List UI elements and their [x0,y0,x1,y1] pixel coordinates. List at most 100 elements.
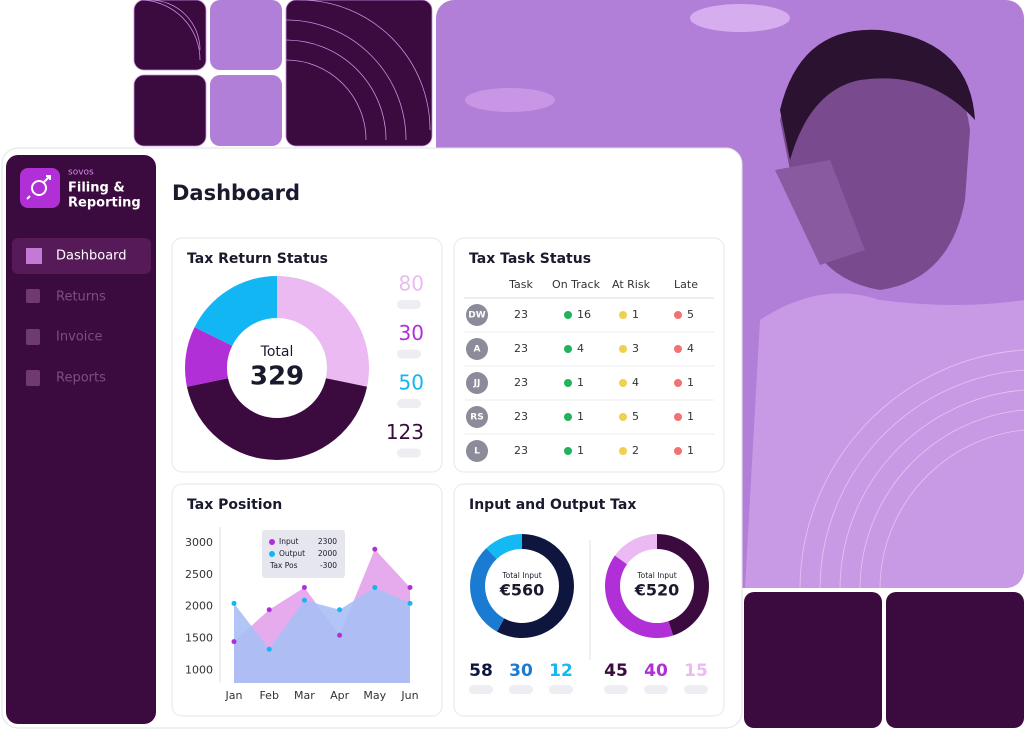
legend-value: 40 [644,661,668,681]
legend-value: 12 [549,661,573,681]
point [372,584,378,590]
cell: 23 [514,410,528,423]
avatar-initials: L [474,447,480,457]
brand-product: Filing & [68,181,125,196]
total-label: Total [260,344,294,360]
card-title: Tax Task Status [469,251,591,267]
avatar [466,440,488,462]
total-value: 329 [250,362,304,392]
legend-value: 58 [469,661,493,681]
legend-value: 30 [509,661,533,681]
logo [20,168,60,208]
cell: 1 [687,376,694,389]
nav-label[interactable]: Dashboard [56,249,127,264]
donut-segment [486,534,522,560]
nav-returns[interactable]: Returns [26,289,106,305]
cell: 23 [514,342,528,355]
x-tick-label: Feb [259,689,278,702]
nav-invoice[interactable]: Invoice [26,329,102,345]
cell: 23 [514,376,528,389]
tooltip-dot [269,551,275,557]
y-tick-label: 2500 [185,568,213,581]
column-header: At Risk [612,278,651,291]
status-dot [619,413,627,421]
legend-value: 123 [386,420,424,444]
donut-segment [194,276,277,346]
avatar [466,338,488,360]
x-tick-label: Mar [294,689,315,702]
status-dot [619,345,627,353]
card-title: Input and Output Tax [469,497,636,513]
nav-label[interactable]: Invoice [56,330,102,345]
point [266,607,272,613]
donut-segment [277,276,369,387]
avatar-initials: JJ [473,379,481,389]
legend-value: 45 [604,661,628,681]
status-dot [564,379,572,387]
avatar-initials: DW [468,311,485,321]
donut-total: €520 [634,581,680,600]
logo-icon [26,175,51,200]
status-dot [674,345,682,353]
cell: 4 [632,376,639,389]
y-tick-label: 2000 [185,600,213,613]
nav-dashboard[interactable]: Dashboard [26,248,127,264]
point [231,600,237,606]
cell: 5 [687,308,694,321]
cell: 23 [514,308,528,321]
tooltip-value: 2000 [318,549,337,558]
column-header: On Track [552,278,601,291]
column-header: Late [674,278,698,291]
legend-pill [604,685,628,694]
donut-segment [614,534,657,565]
donut-segment [496,534,574,638]
x-tick-label: Jan [225,689,243,702]
nav-label[interactable]: Returns [56,290,106,305]
nav-reports[interactable]: Reports [26,370,106,386]
status-dot [564,311,572,319]
legend-pill [397,399,421,408]
area [234,587,410,683]
status-dot [674,379,682,387]
y-tick-label: 1500 [185,631,213,644]
cell: 1 [577,444,584,457]
tooltip-dot [269,539,275,545]
point [407,600,413,606]
avatar-initials: A [474,345,481,355]
avatar [466,304,488,326]
column-header: Task [508,278,533,291]
tooltip-label: Input [279,537,298,546]
legend-pill [509,685,533,694]
x-tick-label: May [363,689,386,702]
tooltip-value: 2300 [318,537,337,546]
point [231,639,237,645]
point [337,632,343,638]
donut-label: Total Input [501,571,541,580]
decor-tiles [133,0,1024,728]
donut-segment [657,534,710,636]
point [266,646,272,652]
x-tick-label: Apr [330,689,350,702]
status-dot [619,311,627,319]
legend-pill [397,300,421,309]
cell: 5 [632,410,639,423]
donut-total: €560 [499,581,545,600]
y-tick-label: 1000 [185,663,213,676]
legend-pill [397,349,421,359]
cell: 16 [577,308,591,321]
donut-segment [184,327,233,387]
avatar-initials: RS [470,413,483,423]
tooltip-label: Output [279,549,305,558]
cell: 4 [687,342,694,355]
nav-label[interactable]: Reports [56,371,106,386]
brand-product: Reporting [68,196,141,211]
x-tick-label: Jun [400,689,418,702]
cell: 1 [577,410,584,423]
donut-label: Total Input [636,571,676,580]
legend-pill [469,685,493,694]
status-dot [619,447,627,455]
cell: 1 [632,308,639,321]
cell: 2 [632,444,639,457]
status-dot [564,345,572,353]
